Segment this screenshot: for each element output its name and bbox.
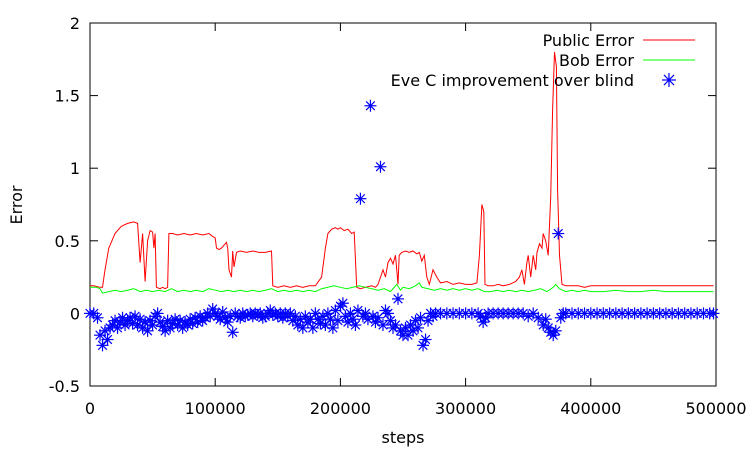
- plot-frame: [89, 22, 717, 387]
- y-axis-label: Error: [7, 185, 26, 224]
- eve-c-improvement-over-blind-point: [376, 319, 389, 332]
- eve-c-improvement-over-blind-point: [532, 311, 545, 324]
- eve-c-improvement-over-blind-point: [151, 307, 164, 320]
- eve-c-improvement-over-blind-markers: [84, 99, 720, 352]
- bob-error-line: [90, 282, 714, 294]
- eve-c-improvement-over-blind-point: [91, 311, 104, 324]
- eve-c-improvement-over-blind-point: [539, 313, 552, 326]
- legend-swatch-eve-c-improvement-over-blind: [662, 73, 676, 87]
- x-tick-label: 500000: [685, 399, 746, 418]
- eve-c-improvement-over-blind-point: [374, 160, 387, 173]
- eve-c-improvement-over-blind-point: [226, 326, 239, 339]
- eve-c-improvement-over-blind-point: [552, 227, 565, 240]
- legend-label-public-error: Public Error: [543, 31, 635, 50]
- y-tick-label: 0.5: [55, 232, 80, 251]
- eve-c-improvement-over-blind-point: [101, 333, 114, 346]
- y-tick-label: 0: [70, 304, 80, 323]
- public-error-line: [90, 51, 714, 290]
- eve-c-improvement-over-blind-point: [517, 307, 530, 320]
- eve-c-improvement-over-blind-point: [407, 324, 420, 337]
- eve-c-improvement-over-blind-point: [324, 313, 337, 326]
- x-axis-label: steps: [382, 428, 425, 447]
- eve-c-improvement-over-blind-point: [354, 192, 367, 205]
- y-tick-label: 2: [70, 14, 80, 33]
- y-tick-label: -0.5: [49, 377, 80, 396]
- eve-c-improvement-over-blind-point: [364, 99, 377, 112]
- y-tick-label: 1.5: [55, 87, 80, 106]
- x-tick-label: 300000: [435, 399, 496, 418]
- eve-c-improvement-over-blind-point: [707, 307, 720, 320]
- eve-c-improvement-over-blind-point: [522, 310, 535, 323]
- x-tick-label: 200000: [310, 399, 371, 418]
- eve-c-improvement-over-blind-point: [371, 311, 384, 324]
- series-layer: [84, 51, 720, 352]
- legend-label-bob-error: Bob Error: [559, 51, 634, 70]
- x-tick-label: 400000: [560, 399, 621, 418]
- eve-c-improvement-over-blind-point: [326, 321, 339, 334]
- y-tick-label: 1: [70, 159, 80, 178]
- legend-label-eve-c-improvement-over-blind: Eve C improvement over blind: [391, 71, 634, 90]
- x-tick-label: 0: [85, 399, 95, 418]
- eve-c-improvement-over-blind-point: [349, 319, 362, 332]
- eve-c-improvement-over-blind-point: [419, 333, 432, 346]
- eve-c-improvement-over-blind-point: [477, 316, 490, 329]
- eve-c-improvement-over-blind-point: [412, 321, 425, 334]
- eve-c-improvement-over-blind-point: [336, 297, 349, 310]
- tick-group: 0 100000 200000 300000 400000 500000 -0.5 0 0.5 1…: [49, 14, 747, 418]
- x-tick-label: 100000: [185, 399, 246, 418]
- eve-c-improvement-over-blind-point: [549, 324, 562, 337]
- eve-c-improvement-over-blind-point: [391, 292, 404, 305]
